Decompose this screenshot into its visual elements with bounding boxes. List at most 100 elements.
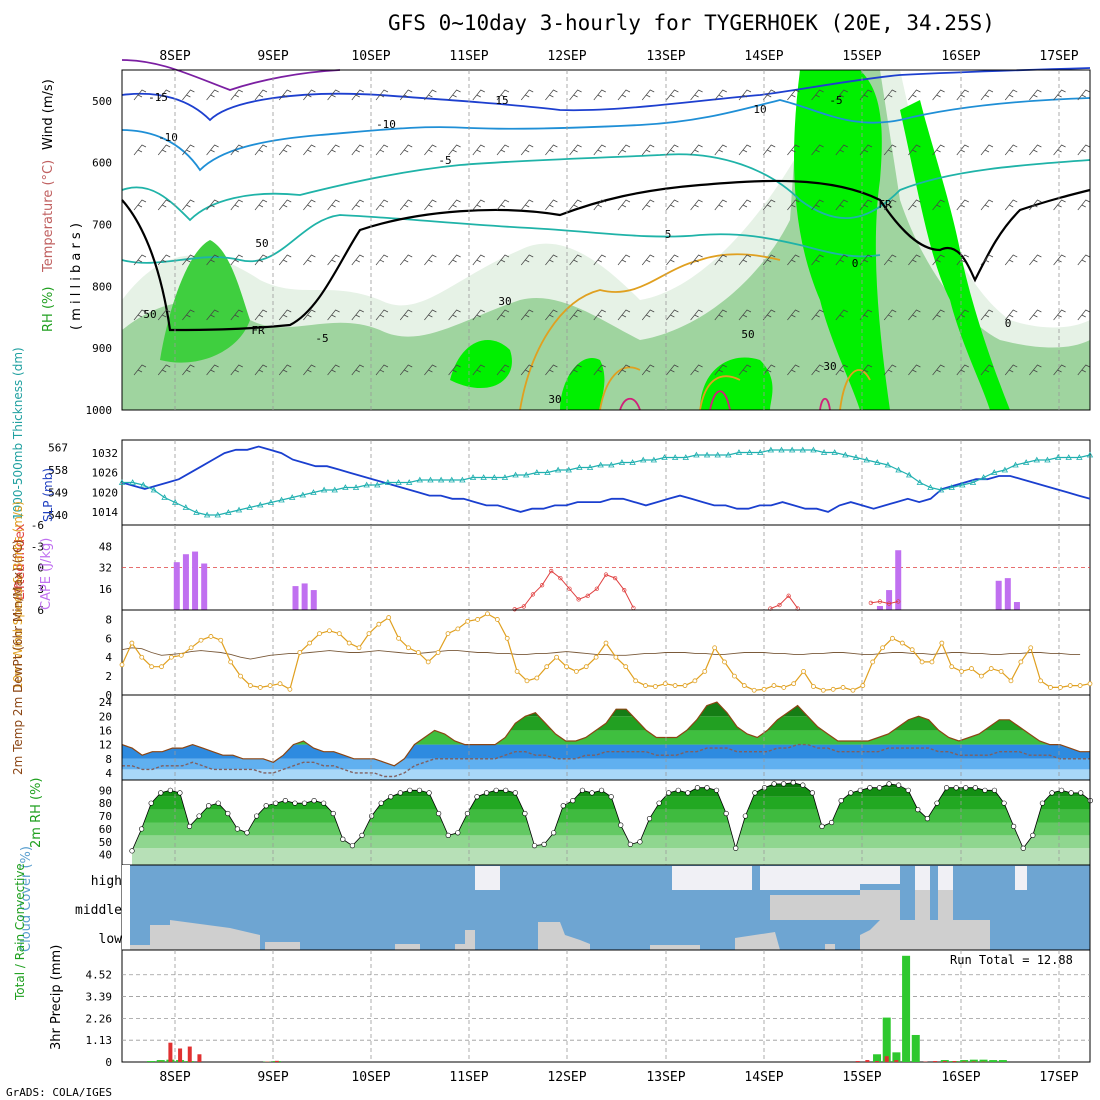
thickness-point (459, 476, 466, 483)
rh-point (340, 836, 346, 842)
wind-speed-point (791, 681, 797, 687)
temperature-contour (121, 59, 341, 91)
wind-barb (811, 199, 824, 211)
rh-point (368, 813, 375, 819)
rh-point (675, 787, 681, 793)
wind-barb (157, 254, 171, 266)
thickness-point (406, 479, 413, 485)
lifted-index-point (521, 604, 526, 609)
wind-speed-point (218, 637, 224, 643)
wind-barb (230, 254, 243, 266)
rh-point (349, 843, 356, 849)
rh-point (800, 782, 806, 788)
wind-barb (787, 89, 800, 101)
wind-barb (424, 144, 437, 156)
wind-speed-point (1057, 685, 1063, 690)
wind-barb (545, 364, 558, 376)
rh-point (934, 800, 940, 806)
thickness-point (799, 446, 806, 453)
wind-barb (1077, 364, 1090, 376)
thickness-point (437, 476, 445, 483)
wind-barb (932, 144, 945, 156)
wind-speed-point (820, 687, 826, 693)
wind-barb (496, 364, 510, 376)
contour-label: 10 (753, 103, 766, 116)
thickness-point (480, 474, 487, 480)
wind-barb (569, 199, 582, 211)
thickness-point (682, 454, 689, 460)
rh-point (953, 785, 959, 791)
wind-barb (714, 89, 727, 101)
wind-barb (859, 199, 873, 211)
rh-point (704, 785, 710, 791)
wind-speed-point (949, 664, 955, 670)
rh-point (991, 787, 998, 793)
rh-point (1058, 787, 1065, 793)
thickness-point (352, 484, 360, 490)
wind-speed-point (652, 684, 658, 689)
wind-barb (399, 364, 413, 376)
thickness-point (810, 446, 817, 453)
wind-barb (956, 364, 969, 376)
wind-speed-point (741, 683, 747, 688)
wind-barb (569, 144, 582, 156)
cloud-clear-region (915, 866, 930, 890)
wind-barb (399, 199, 413, 211)
wind-barb (424, 364, 437, 376)
rh-point (857, 787, 863, 793)
rh-point (1039, 800, 1046, 806)
wind-barb (327, 89, 340, 101)
wind-barb (424, 89, 437, 101)
precip-panel: 1.13 2.26 3.39 4.52 0 (86, 949, 1091, 1069)
axis-labels: 8SEP 8SEP 9SEP 9SEP 10SEP 10SEP 11SEP 11SEP 12SE… (159, 49, 1078, 1085)
rh-tick-label: 70 (99, 810, 112, 823)
wind-barb (375, 254, 389, 266)
rh-point (321, 800, 327, 806)
wind-barb (278, 144, 292, 156)
rh-point (790, 779, 796, 786)
precip-total-bar (873, 1054, 882, 1062)
contour-label: 50 (255, 237, 268, 250)
wind-barb (690, 144, 703, 156)
wind-barb (327, 199, 340, 211)
precip-total-bar (156, 1060, 165, 1062)
wind-speed-point (623, 664, 629, 670)
thickness-point (980, 474, 987, 480)
wind-speed-point (702, 668, 708, 674)
rh-point (819, 823, 825, 829)
wind-barb (956, 89, 969, 101)
thickness-point (523, 471, 530, 478)
wind-barb (351, 309, 364, 321)
lifted-index-point (549, 568, 554, 574)
wind-barb (593, 364, 606, 376)
rh-point (570, 798, 576, 804)
wind-barb (545, 144, 558, 156)
wind-tick-label: 2 (105, 670, 112, 683)
wind-barb (545, 309, 558, 321)
thickness-tick-label: 567 (48, 442, 68, 455)
x-tick-label-top: 17SEP (1039, 49, 1078, 64)
wind-barb (182, 364, 195, 376)
rh-point (560, 803, 566, 809)
thickness-point (416, 476, 424, 483)
rh-point (522, 810, 528, 817)
wind-speed-point (425, 659, 431, 665)
wind-barb (182, 89, 195, 101)
temperature-contour (121, 67, 1091, 122)
wind-speed-point (1018, 659, 1024, 665)
cape-bar (1004, 578, 1011, 610)
wind-barb (254, 309, 268, 321)
wind-barb (714, 144, 727, 156)
rh-point (455, 830, 461, 836)
thickness-point (937, 486, 945, 493)
thickness-point (703, 451, 711, 458)
wind-speed-point (149, 664, 155, 670)
x-tick-label-top: 8SEP (159, 49, 190, 64)
thickness-point (1033, 456, 1040, 463)
lifted-index-point (539, 583, 545, 588)
wind-barb (327, 309, 340, 321)
wind-speed-point (504, 635, 510, 641)
wind-speed-point (781, 685, 787, 690)
wind-speed-point (919, 659, 925, 665)
wind-barb (666, 364, 679, 376)
